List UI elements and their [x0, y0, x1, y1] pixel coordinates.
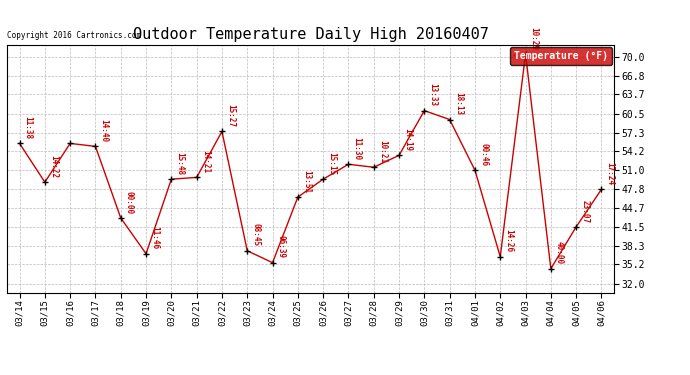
Text: 23:07: 23:07: [580, 200, 589, 223]
Text: 15:27: 15:27: [226, 104, 235, 127]
Legend: Temperature (°F): Temperature (°F): [511, 47, 612, 65]
Text: 14:19: 14:19: [403, 128, 412, 151]
Text: 15:48: 15:48: [175, 152, 184, 175]
Text: 10:29: 10:29: [530, 27, 539, 50]
Text: 10:21: 10:21: [378, 140, 387, 163]
Text: 00:00: 00:00: [125, 190, 134, 214]
Text: 14:26: 14:26: [504, 230, 513, 252]
Title: Outdoor Temperature Daily High 20160407: Outdoor Temperature Daily High 20160407: [132, 27, 489, 42]
Text: 11:46: 11:46: [150, 226, 159, 250]
Text: 18:13: 18:13: [454, 92, 463, 116]
Text: 13:33: 13:33: [428, 83, 437, 106]
Text: 17:24: 17:24: [606, 162, 615, 185]
Text: 15:15: 15:15: [327, 152, 336, 175]
Text: 00:46: 00:46: [479, 143, 488, 166]
Text: 40:00: 40:00: [555, 242, 564, 264]
Text: 14:21: 14:21: [201, 150, 210, 173]
Text: 11:38: 11:38: [23, 116, 32, 139]
Text: 14:22: 14:22: [49, 155, 58, 178]
Text: 06:39: 06:39: [277, 236, 286, 258]
Text: 11:30: 11:30: [353, 137, 362, 160]
Text: 13:51: 13:51: [302, 170, 311, 193]
Text: 14:40: 14:40: [99, 119, 108, 142]
Text: Copyright 2016 Cartronics.com: Copyright 2016 Cartronics.com: [7, 31, 141, 40]
Text: 08:45: 08:45: [251, 224, 260, 247]
